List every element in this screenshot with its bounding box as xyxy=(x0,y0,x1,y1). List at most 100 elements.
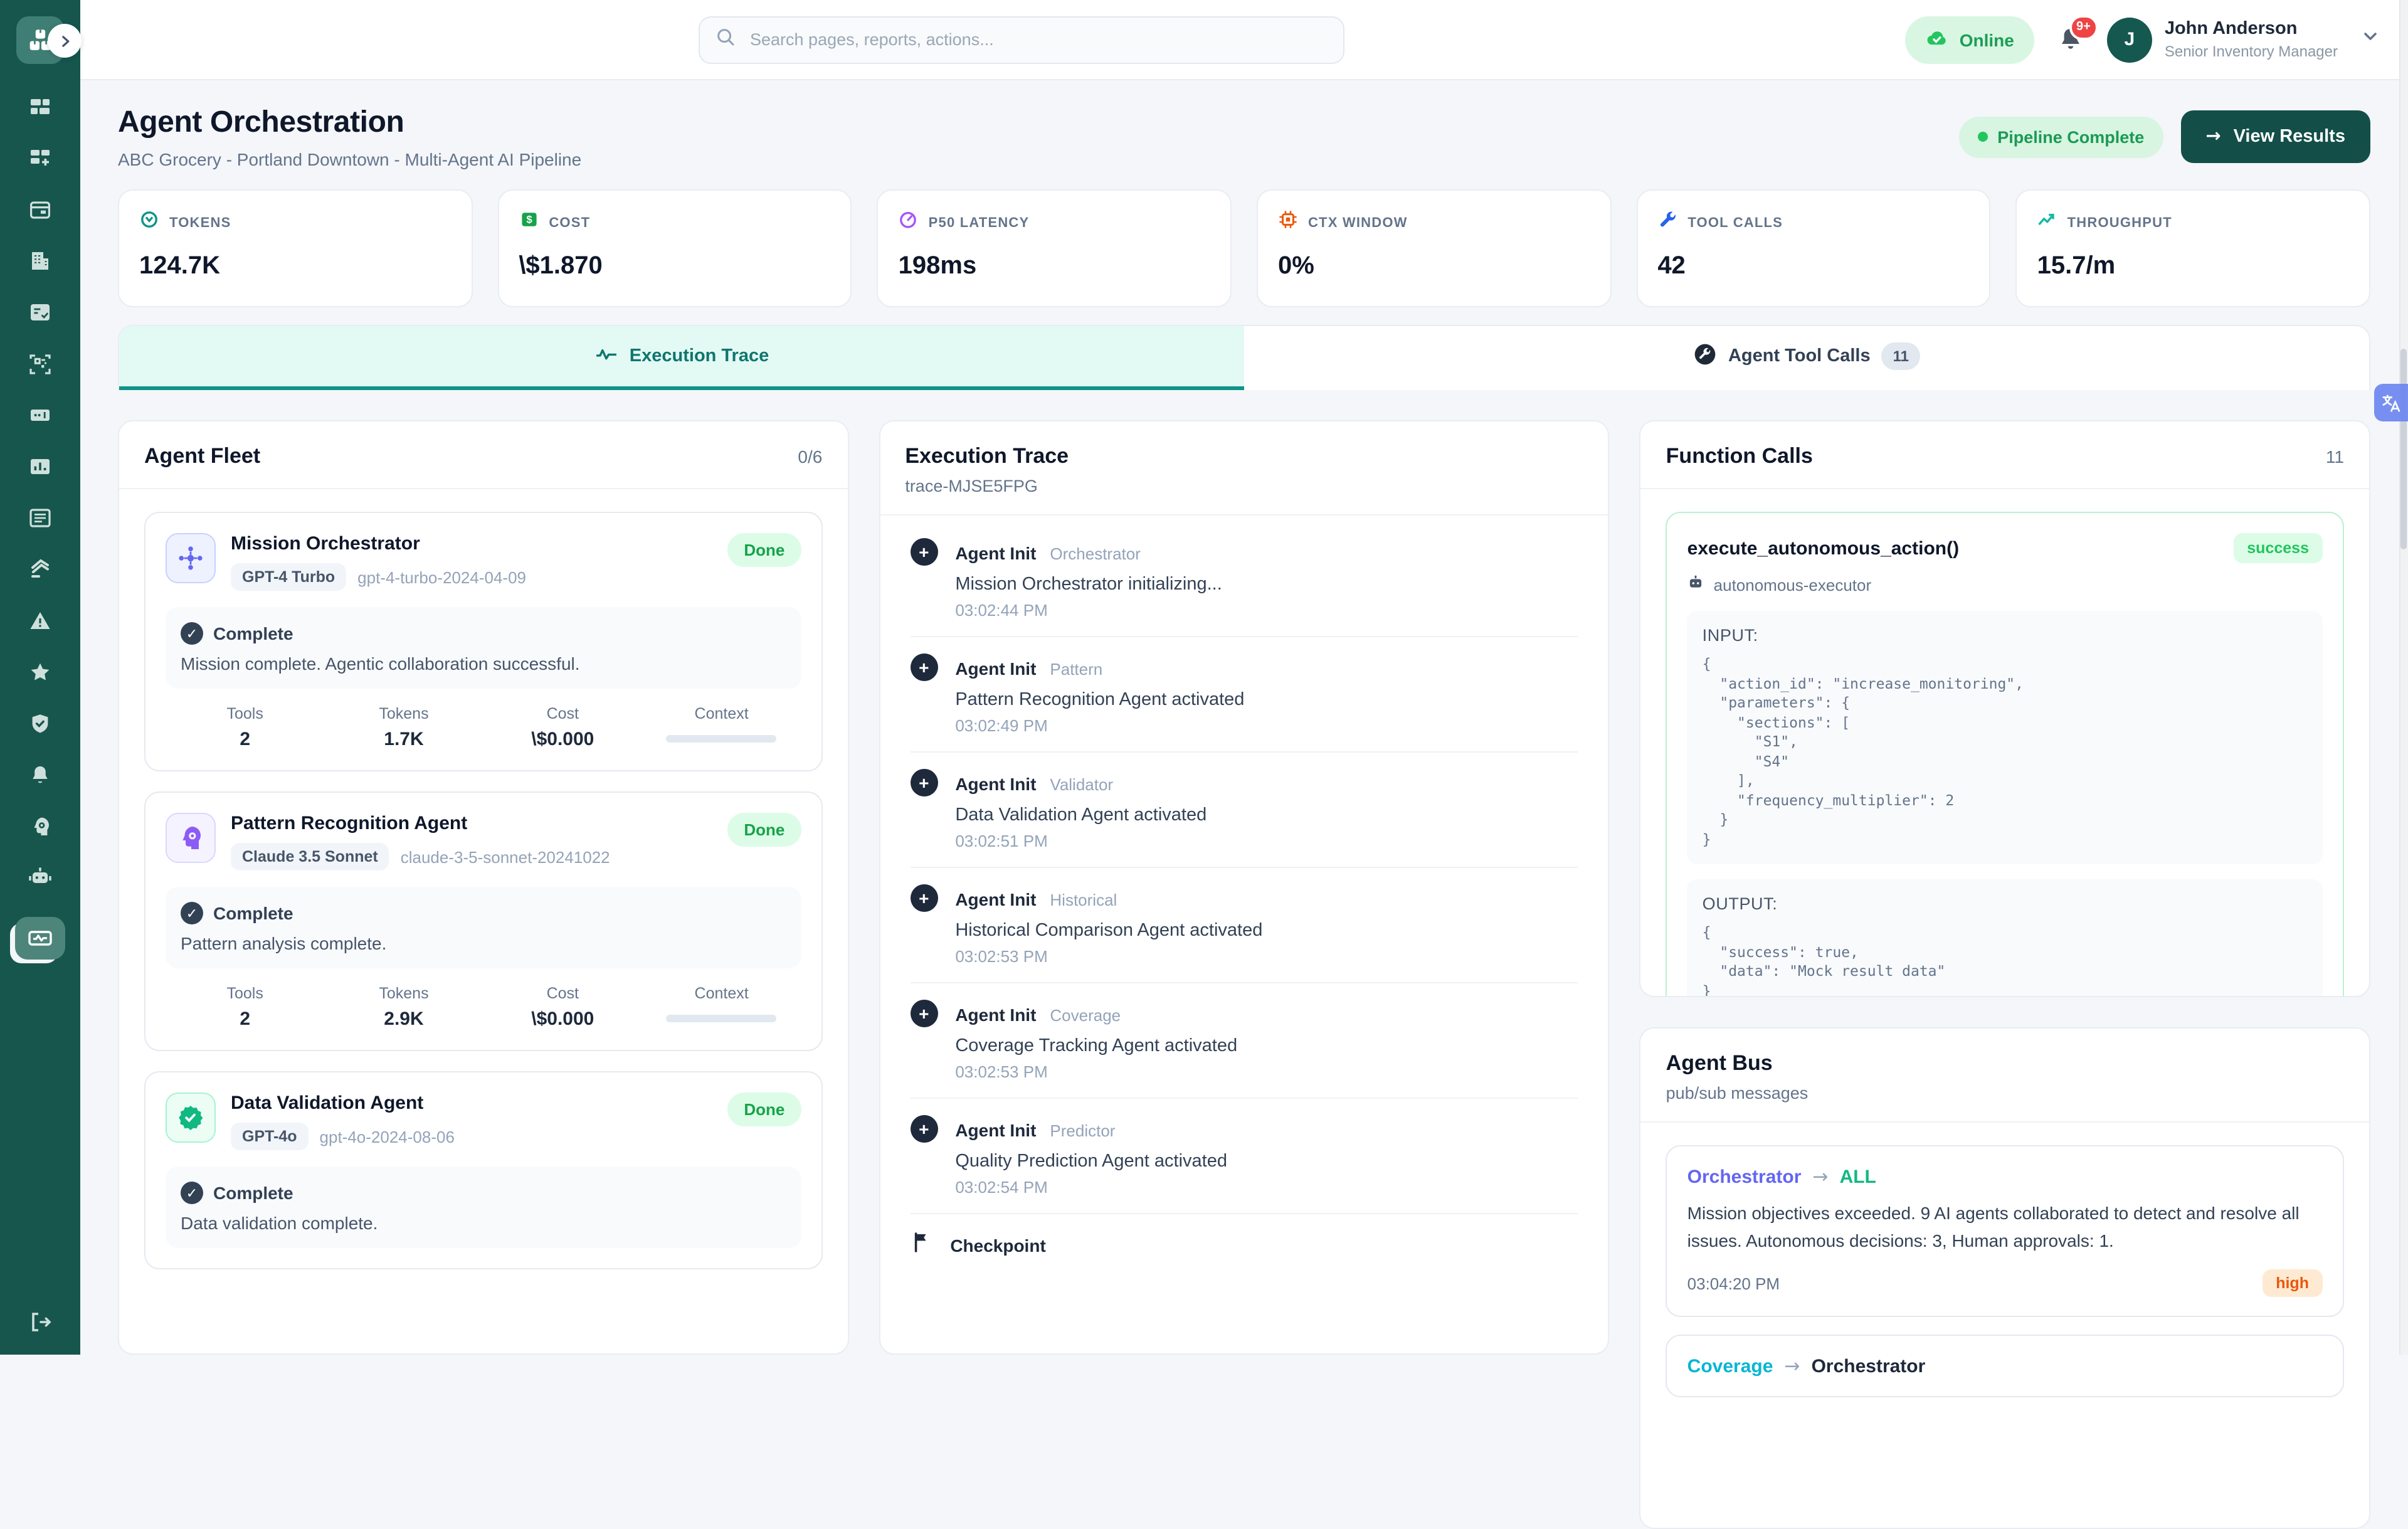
translate-extension-button[interactable] xyxy=(2374,384,2408,421)
sidebar-item-list-check[interactable] xyxy=(28,300,53,325)
robot-icon xyxy=(1687,574,1705,596)
sidebar-item-ai-insights[interactable] xyxy=(28,814,53,839)
user-menu[interactable]: J John Anderson Senior Inventory Manager xyxy=(2106,17,2338,62)
trace-event[interactable]: Agent Init Orchestrator Mission Orchestra… xyxy=(910,538,1578,620)
stat-value: \$1.870 xyxy=(519,252,603,280)
event-type: Agent Init xyxy=(955,1005,1037,1025)
cpu-icon xyxy=(1278,209,1298,236)
trace-event-list: Agent Init Orchestrator Mission Orchestra… xyxy=(880,516,1608,1282)
global-search[interactable] xyxy=(699,16,1344,63)
tool-circle-icon xyxy=(1693,342,1717,371)
page-title-block: Agent Orchestration ABC Grocery - Portla… xyxy=(118,105,581,169)
arrow-right-icon xyxy=(2205,127,2221,147)
execution-trace-header: Execution Trace trace-MJSE5FPG xyxy=(880,421,1608,516)
sidebar-item-bar-chart[interactable] xyxy=(28,454,53,479)
agent-message: Mission complete. Agentic collaboration … xyxy=(181,653,580,674)
search-icon xyxy=(715,26,736,53)
sidebar-item-favorites[interactable] xyxy=(28,660,53,685)
plus-circle-icon[interactable] xyxy=(910,1115,938,1143)
trace-event[interactable]: Agent Init Predictor Quality Prediction A… xyxy=(910,1115,1578,1197)
stat-label: Context xyxy=(694,985,749,1002)
plus-circle-icon[interactable] xyxy=(910,884,938,912)
cost-value: \$0.000 xyxy=(531,1008,594,1030)
plus-circle-icon[interactable] xyxy=(910,538,938,566)
sidebar-item-card-reader[interactable] xyxy=(28,403,53,428)
plus-circle-icon[interactable] xyxy=(910,1000,938,1027)
pipeline-status-label: Pipeline Complete xyxy=(1997,127,2145,146)
sidebar-item-layers[interactable] xyxy=(28,557,53,582)
stat-value: 198ms xyxy=(898,252,977,280)
divider xyxy=(910,1098,1578,1099)
page-subtitle: ABC Grocery - Portland Downtown - Multi-… xyxy=(118,149,582,169)
input-label: INPUT: xyxy=(1702,626,1758,645)
sidebar-item-grid-add[interactable] xyxy=(28,145,53,171)
function-call-card[interactable]: execute_autonomous_action() success auto… xyxy=(1666,512,2344,996)
notification-count-badge: 9+ xyxy=(2069,14,2098,40)
tab-execution-trace[interactable]: Execution Trace xyxy=(119,326,1244,390)
trace-event[interactable]: Agent Init Pattern Pattern Recognition Ag… xyxy=(910,653,1578,735)
agent-state: Complete xyxy=(213,623,293,643)
event-type: Agent Init xyxy=(955,543,1037,563)
model-version: gpt-4-turbo-2024-04-09 xyxy=(357,568,526,586)
agent-card-data-validation[interactable]: Data Validation Agent GPT-4o gpt-4o-2024… xyxy=(144,1071,823,1269)
plus-circle-icon[interactable] xyxy=(910,653,938,681)
arrow-right-icon xyxy=(1812,1165,1828,1188)
sidebar-item-security[interactable] xyxy=(28,711,53,736)
agent-stats: Tools 2 Tokens 2.9K Cost \$0.000 Context xyxy=(166,985,801,1030)
avatar: J xyxy=(2106,17,2152,62)
tab-agent-tool-calls[interactable]: Agent Tool Calls 11 xyxy=(1244,326,2369,390)
page-scrollbar[interactable] xyxy=(2399,0,2408,1355)
online-status-badge: Online xyxy=(1905,16,2034,63)
stat-label: Cost xyxy=(546,985,579,1002)
stat-label: CTX WINDOW xyxy=(1307,215,1408,230)
execution-trace-panel: Execution Trace trace-MJSE5FPG Agent Ini… xyxy=(879,420,1610,1355)
stat-label: Tokens xyxy=(379,985,429,1002)
tab-label: Agent Tool Calls xyxy=(1728,346,1871,366)
tokens-value: 2.9K xyxy=(384,1008,424,1030)
agent-card-pattern-recognition[interactable]: Pattern Recognition Agent Claude 3.5 Son… xyxy=(144,791,823,1051)
event-time: 03:02:44 PM xyxy=(955,601,1048,620)
trace-event[interactable]: Agent Init Historical Historical Comparis… xyxy=(910,884,1578,966)
scrollbar-thumb[interactable] xyxy=(2400,349,2407,549)
panel-title: Execution Trace xyxy=(905,444,1069,468)
plus-circle-icon[interactable] xyxy=(910,769,938,796)
sidebar-item-calendar[interactable] xyxy=(28,197,53,222)
stat-label: Context xyxy=(694,705,749,722)
agent-stats: Tools 2 Tokens 1.7K Cost \$0.000 Context xyxy=(166,705,801,750)
sidebar-item-building[interactable] xyxy=(28,248,53,273)
sidebar-item-orchestration-active[interactable] xyxy=(15,917,65,960)
message-to: Orchestrator xyxy=(1811,1355,1926,1377)
agent-card-mission-orchestrator[interactable]: Mission Orchestrator GPT-4 Turbo gpt-4-t… xyxy=(144,512,823,771)
stat-card-latency: P50 LATENCY 198ms xyxy=(877,189,1232,307)
sidebar-nav xyxy=(0,94,80,1335)
agent-bus-panel: Agent Bus pub/sub messages Orchestrator … xyxy=(1639,1027,2370,1529)
search-input[interactable] xyxy=(747,29,1328,50)
bus-message: Orchestrator ALL Mission objectives exce… xyxy=(1666,1145,2344,1318)
sidebar-collapse-button[interactable] xyxy=(48,24,82,58)
page-header: Agent Orchestration ABC Grocery - Portla… xyxy=(118,105,2370,169)
notifications-button[interactable]: 9+ xyxy=(2057,14,2098,55)
agent-message: Data validation complete. xyxy=(181,1213,378,1233)
trace-event[interactable]: Agent Init Coverage Coverage Tracking Age… xyxy=(910,1000,1578,1081)
input-json: { "action_id": "increase_monitoring", "p… xyxy=(1702,655,2024,847)
function-calls-body: execute_autonomous_action() success auto… xyxy=(1641,489,2369,996)
stat-card-throughput: THROUGHPUT 15.7/m xyxy=(2015,189,2370,307)
event-type: Agent Init xyxy=(955,889,1037,909)
chevron-down-icon[interactable] xyxy=(2360,26,2380,53)
sidebar-item-dashboard[interactable] xyxy=(28,94,53,119)
user-role: Senior Inventory Manager xyxy=(2164,43,2338,60)
sidebar-item-form-list[interactable] xyxy=(28,505,53,531)
user-name: John Anderson xyxy=(2164,19,2298,39)
fleet-count: 0/6 xyxy=(798,447,823,467)
stat-card-cost: COST \$1.870 xyxy=(497,189,852,307)
event-type: Agent Init xyxy=(955,659,1037,679)
trace-event[interactable]: Agent Init Validator Data Validation Agen… xyxy=(910,769,1578,850)
sidebar-item-logout[interactable] xyxy=(28,1309,53,1335)
sidebar-item-notifications[interactable] xyxy=(28,763,53,788)
stat-label: COST xyxy=(549,215,591,230)
sidebar-item-alerts[interactable] xyxy=(28,608,53,633)
sidebar-item-qr-scan[interactable] xyxy=(28,351,53,376)
sidebar-item-agents[interactable] xyxy=(28,865,53,891)
bus-message: Coverage Orchestrator xyxy=(1666,1335,2344,1398)
view-results-button[interactable]: View Results xyxy=(2180,110,2370,163)
